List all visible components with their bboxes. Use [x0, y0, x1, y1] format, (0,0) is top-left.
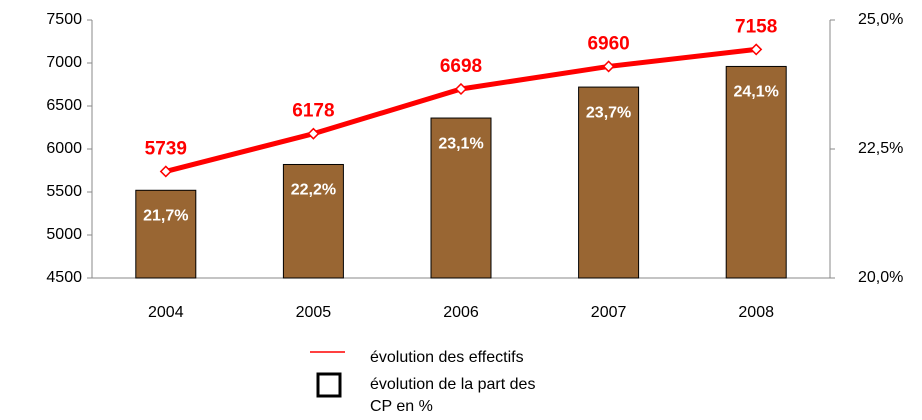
- x-tick-label: 2006: [443, 304, 479, 321]
- line-marker: [602, 60, 615, 73]
- bar-value-label: 21,7%: [143, 207, 188, 224]
- y-tick-label: 6500: [46, 97, 82, 114]
- y2-tick-label: 22,5%: [858, 140, 903, 157]
- legend-label: évolution de la part des CP en %: [370, 376, 536, 415]
- bar: [282, 163, 344, 279]
- bar-value-label: 24,1%: [734, 84, 779, 101]
- line-marker: [454, 82, 468, 96]
- line-value-label: 7158: [735, 16, 777, 37]
- x-tick-label: 2008: [738, 304, 774, 321]
- y-tick-label: 7500: [46, 11, 82, 28]
- bar: [430, 117, 492, 279]
- line-marker: [307, 127, 320, 140]
- legend-label: évolution des effectifs: [370, 349, 524, 366]
- bar-value-label: 23,7%: [586, 104, 631, 121]
- legend-symbol: [316, 372, 342, 398]
- line-value-label: 5739: [145, 138, 187, 159]
- bar: [725, 65, 787, 279]
- line-value-label: 6698: [440, 56, 482, 77]
- x-tick-label: 2007: [591, 304, 627, 321]
- y-tick-label: 6000: [46, 140, 82, 157]
- line-marker: [159, 165, 172, 178]
- bar-value-label: 23,1%: [438, 135, 483, 152]
- y-tick-label: 5000: [46, 226, 82, 243]
- y2-tick-label: 20,0%: [858, 269, 903, 286]
- y-tick-label: 5500: [46, 183, 82, 200]
- line-value-label: 6960: [587, 33, 629, 54]
- line-marker: [750, 43, 763, 56]
- line-value-label: 6178: [292, 101, 334, 122]
- bar: [578, 86, 640, 279]
- bar: [135, 189, 197, 279]
- bar-value-label: 22,2%: [291, 182, 336, 199]
- x-tick-label: 2005: [296, 304, 332, 321]
- y-tick-label: 7000: [46, 54, 82, 71]
- x-tick-label: 2004: [148, 304, 184, 321]
- y-tick-label: 4500: [46, 269, 82, 286]
- y2-tick-label: 25,0%: [858, 11, 903, 28]
